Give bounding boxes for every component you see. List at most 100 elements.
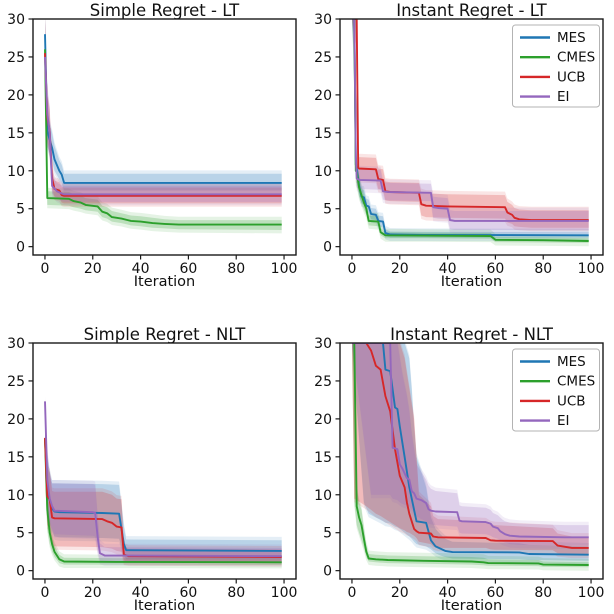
series-band-mes xyxy=(352,19,589,242)
series-group xyxy=(44,19,282,234)
series-line-cmes xyxy=(44,439,282,564)
series-band-ucb xyxy=(45,400,282,567)
x-tick-label: 100 xyxy=(271,261,298,277)
chart-instant-regret-nlt: Instant Regret - NLT 0 5 10 15 20 25 30 0 20 40 60… xyxy=(307,324,614,614)
series-band-ei xyxy=(45,396,282,567)
axis-spine xyxy=(32,18,297,256)
series-band-ei xyxy=(45,19,282,206)
legend-label-ucb: UCB xyxy=(557,69,586,85)
x-tick-label: 40 xyxy=(132,261,150,277)
y-tick-label: 30 xyxy=(314,12,332,28)
y-tick-label: 15 xyxy=(7,126,25,142)
series-band-cmes xyxy=(352,19,589,247)
x-tick-label: 60 xyxy=(179,585,197,601)
series-band-ucb xyxy=(45,403,282,564)
y-tick-label: 25 xyxy=(7,374,25,390)
y-tick-label: 20 xyxy=(7,88,25,104)
x-tick-label: 0 xyxy=(347,261,356,277)
plot-area: 0 5 10 15 20 25 30 0 20 40 60 80 100 MES CMES UCB EI xyxy=(314,336,605,601)
x-tick-label: 40 xyxy=(439,261,457,277)
legend-box xyxy=(512,348,600,432)
y-tick-label: 15 xyxy=(314,450,332,466)
axis-spine xyxy=(32,342,297,580)
x-axis-label: Iteration xyxy=(440,274,503,290)
x-tick-label: 60 xyxy=(486,261,504,277)
y-tick-label: 0 xyxy=(323,240,332,256)
y-tick-label: 5 xyxy=(323,526,332,542)
axis-spine xyxy=(339,342,604,580)
y-tick-label: 5 xyxy=(16,526,25,542)
series-line-ei xyxy=(44,56,282,196)
series-band-ucb xyxy=(352,343,589,555)
chart-instant-regret-lt: Instant Regret - LT 0 5 10 15 20 25 30 0 20 40 60 8… xyxy=(307,0,614,300)
legend-label-cmes: CMES xyxy=(557,50,595,66)
x-tick-label: 20 xyxy=(391,261,409,277)
y-tick-label: 5 xyxy=(16,202,25,218)
legend: MES CMES UCB EI xyxy=(512,348,600,432)
x-axis-label: Iteration xyxy=(133,274,196,290)
plot-area: 0 5 10 15 20 25 30 0 20 40 60 80 100 xyxy=(7,12,298,277)
x-tick-label: 80 xyxy=(534,261,552,277)
legend: MES CMES UCB EI xyxy=(512,24,600,108)
chart-title: Simple Regret - NLT xyxy=(83,325,246,344)
x-tick-label: 60 xyxy=(486,585,504,601)
chart-title: Instant Regret - LT xyxy=(396,1,547,20)
y-tick-label: 15 xyxy=(7,450,25,466)
y-tick-label: 10 xyxy=(7,164,25,180)
x-tick-label: 80 xyxy=(227,261,245,277)
y-tick-label: 20 xyxy=(7,412,25,428)
plot-area: 0 5 10 15 20 25 30 0 20 40 60 80 100 MES CMES UCB EI xyxy=(314,12,605,277)
plot-area: 0 5 10 15 20 25 30 0 20 40 60 80 100 xyxy=(7,336,298,601)
series-group xyxy=(44,396,282,569)
legend-label-mes: MES xyxy=(557,30,586,46)
legend-label-ei: EI xyxy=(557,413,570,429)
y-tick-label: 20 xyxy=(314,412,332,428)
x-tick-label: 100 xyxy=(271,585,298,601)
axis-spine xyxy=(339,18,604,256)
y-tick-label: 25 xyxy=(7,50,25,66)
y-tick-label: 5 xyxy=(323,202,332,218)
series-band-mes xyxy=(352,343,589,565)
y-tick-label: 10 xyxy=(314,488,332,504)
y-tick-label: 30 xyxy=(7,12,25,28)
y-tick-label: 0 xyxy=(16,564,25,580)
x-tick-label: 0 xyxy=(40,261,49,277)
y-tick-label: 25 xyxy=(314,50,332,66)
series-line-ei xyxy=(352,343,589,539)
chart-title: Simple Regret - LT xyxy=(89,1,240,20)
x-tick-label: 40 xyxy=(439,585,457,601)
chart-simple-regret-nlt: Simple Regret - NLT 0 5 10 15 20 25 30 0 20 40 60 8… xyxy=(0,324,307,614)
y-tick-label: 25 xyxy=(314,374,332,390)
y-tick-label: 0 xyxy=(323,564,332,580)
x-tick-label: 20 xyxy=(84,585,102,601)
series-band-mes xyxy=(45,19,282,191)
y-tick-label: 10 xyxy=(7,488,25,504)
y-tick-label: 0 xyxy=(16,240,25,256)
series-line-cmes xyxy=(352,343,589,566)
series-line-ei xyxy=(44,401,282,558)
x-tick-label: 80 xyxy=(534,585,552,601)
x-tick-label: 0 xyxy=(347,585,356,601)
series-line-mes xyxy=(44,34,282,184)
y-tick-label: 20 xyxy=(314,88,332,104)
series-band-mes xyxy=(352,343,589,561)
x-tick-label: 100 xyxy=(578,585,605,601)
series-line-cmes xyxy=(44,49,282,226)
x-tick-label: 20 xyxy=(391,585,409,601)
legend-label-mes: MES xyxy=(557,354,586,370)
series-line-ucb xyxy=(352,343,589,549)
x-axis-label: Iteration xyxy=(440,598,503,614)
series-band-ucb xyxy=(45,19,282,207)
series-band-ucb xyxy=(352,19,589,232)
series-group xyxy=(352,19,589,247)
y-tick-label: 30 xyxy=(314,336,332,352)
series-line-ei xyxy=(352,19,589,222)
chart-simple-regret-lt: Simple Regret - LT 0 5 10 15 20 25 30 0 20 40 60 80… xyxy=(0,0,307,300)
x-axis-label: Iteration xyxy=(133,598,196,614)
x-tick-label: 100 xyxy=(578,261,605,277)
x-tick-label: 0 xyxy=(40,585,49,601)
y-tick-label: 30 xyxy=(7,336,25,352)
series-band-ei xyxy=(352,19,589,234)
series-band-mes xyxy=(45,400,282,563)
